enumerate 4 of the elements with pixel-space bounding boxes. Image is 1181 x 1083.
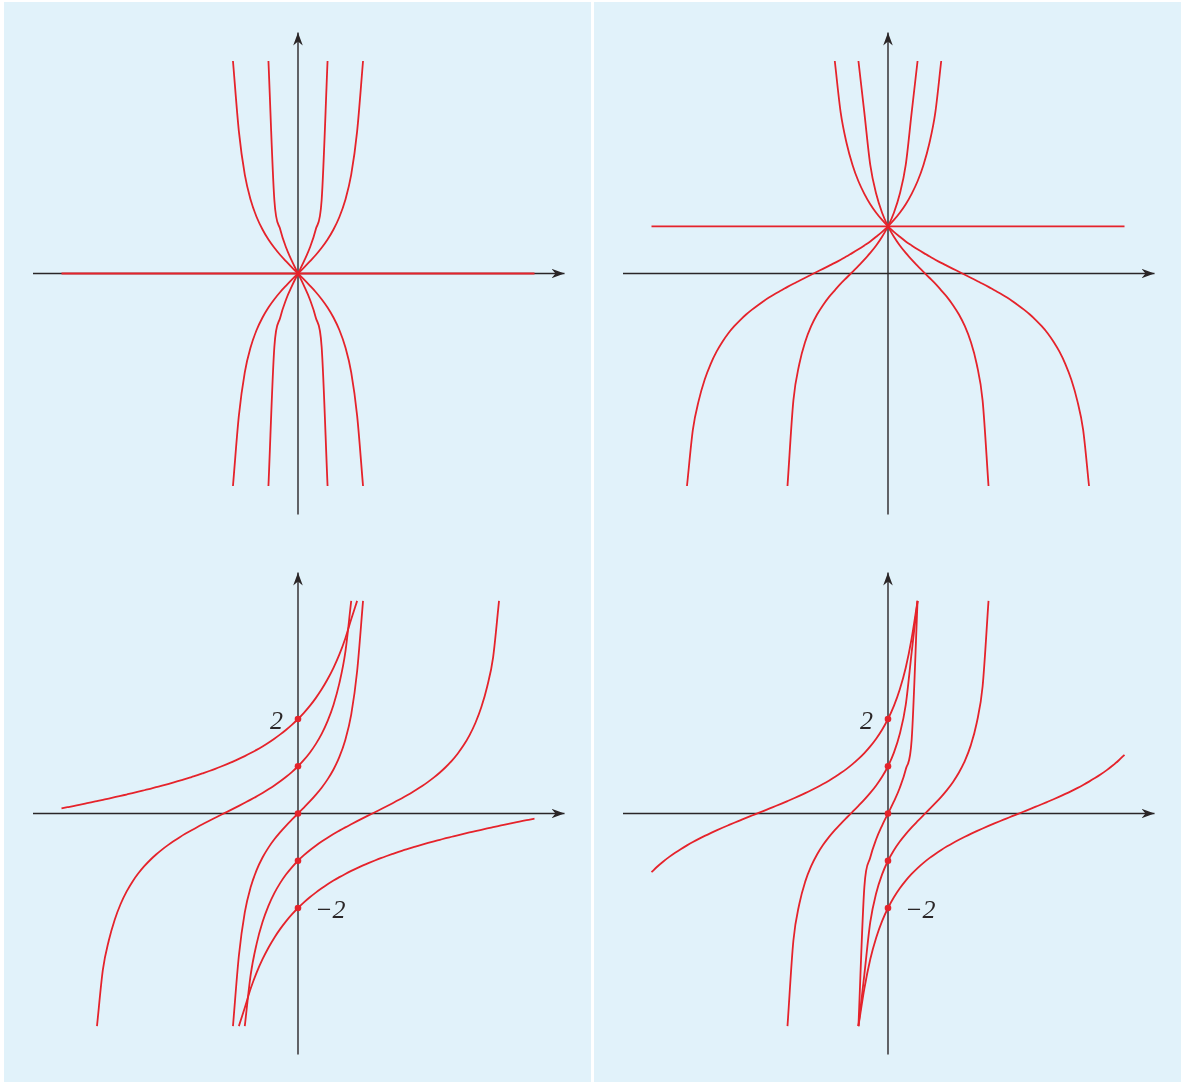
data-label: −2 — [905, 894, 936, 924]
data-label: 2 — [860, 705, 873, 735]
data-label: 2 — [270, 705, 283, 735]
data-label: −2 — [315, 894, 346, 924]
